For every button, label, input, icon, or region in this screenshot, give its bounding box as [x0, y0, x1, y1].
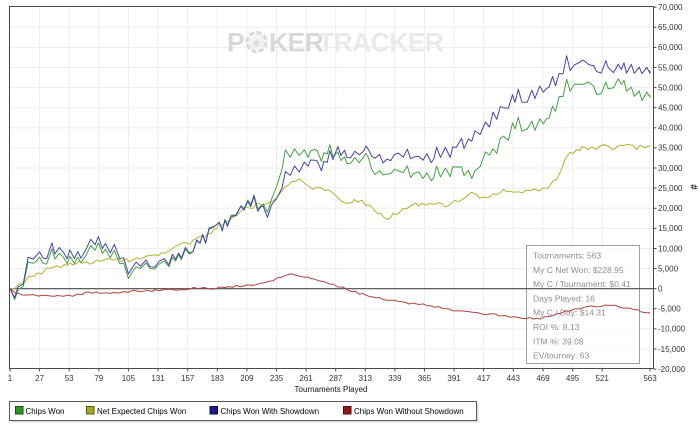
svg-text:313: 313 — [359, 374, 373, 383]
svg-text:P: P — [227, 28, 245, 58]
svg-text:27: 27 — [35, 374, 44, 383]
svg-text:131: 131 — [151, 374, 165, 383]
svg-text:521: 521 — [596, 374, 610, 383]
svg-text:My C / Day: $14.31: My C / Day: $14.31 — [533, 308, 606, 318]
svg-text:65,000: 65,000 — [658, 23, 683, 32]
svg-text:♠: ♠ — [253, 34, 260, 49]
svg-text:53: 53 — [65, 374, 74, 383]
svg-text:417: 417 — [477, 374, 491, 383]
svg-text:Days Played: 16: Days Played: 16 — [533, 293, 595, 303]
svg-text:Net Expected Chips Won: Net Expected Chips Won — [97, 407, 186, 416]
svg-text:10,000: 10,000 — [658, 244, 683, 253]
svg-text:391: 391 — [447, 374, 461, 383]
svg-text:469: 469 — [536, 374, 550, 383]
svg-text:-15,000: -15,000 — [658, 345, 686, 354]
svg-text:60,000: 60,000 — [658, 43, 683, 52]
svg-text:KER: KER — [269, 28, 324, 58]
svg-text:339: 339 — [388, 374, 402, 383]
svg-text:79: 79 — [94, 374, 103, 383]
svg-text:30,000: 30,000 — [658, 164, 683, 173]
svg-text:235: 235 — [270, 374, 284, 383]
svg-text:Chips Won With Showdown: Chips Won With Showdown — [221, 407, 320, 416]
svg-text:Tournaments Played: Tournaments Played — [295, 385, 368, 394]
svg-text:My C Net Won: $228.95: My C Net Won: $228.95 — [533, 265, 624, 275]
svg-text:-10,000: -10,000 — [658, 325, 686, 334]
svg-text:183: 183 — [211, 374, 225, 383]
svg-text:443: 443 — [507, 374, 521, 383]
svg-text:55,000: 55,000 — [658, 63, 683, 72]
svg-text:105: 105 — [122, 374, 136, 383]
svg-text:287: 287 — [329, 374, 343, 383]
svg-text:50,000: 50,000 — [658, 83, 683, 92]
svg-text:-20,000: -20,000 — [658, 365, 686, 374]
svg-text:ITM %: 39.08: ITM %: 39.08 — [533, 336, 584, 346]
svg-text:261: 261 — [299, 374, 313, 383]
svg-text:20,000: 20,000 — [658, 204, 683, 213]
svg-text:157: 157 — [181, 374, 195, 383]
svg-text:-5,000: -5,000 — [658, 305, 681, 314]
svg-text:ROI %: 8.13: ROI %: 8.13 — [533, 322, 580, 332]
svg-text:TRACKER: TRACKER — [318, 28, 444, 58]
svg-text:35,000: 35,000 — [658, 144, 683, 153]
svg-text:15,000: 15,000 — [658, 224, 683, 233]
svg-text:40,000: 40,000 — [658, 124, 683, 133]
svg-text:EV/tourney: 63: EV/tourney: 63 — [533, 351, 590, 361]
svg-text:#: # — [688, 184, 699, 190]
svg-text:25,000: 25,000 — [658, 184, 683, 193]
svg-text:209: 209 — [240, 374, 254, 383]
svg-text:0: 0 — [658, 285, 663, 294]
svg-text:365: 365 — [418, 374, 432, 383]
svg-text:45,000: 45,000 — [658, 104, 683, 113]
svg-text:Chips Won: Chips Won — [26, 407, 65, 416]
svg-text:495: 495 — [566, 374, 580, 383]
svg-text:70,000: 70,000 — [658, 3, 683, 12]
svg-text:Tournaments: 563: Tournaments: 563 — [533, 251, 601, 261]
svg-text:1: 1 — [8, 374, 13, 383]
svg-text:563: 563 — [643, 374, 657, 383]
svg-text:My C / Tournament: $0.41: My C / Tournament: $0.41 — [533, 279, 631, 289]
svg-text:Chips Won Without Showdown: Chips Won Without Showdown — [354, 407, 464, 416]
svg-text:5,000: 5,000 — [658, 264, 679, 273]
